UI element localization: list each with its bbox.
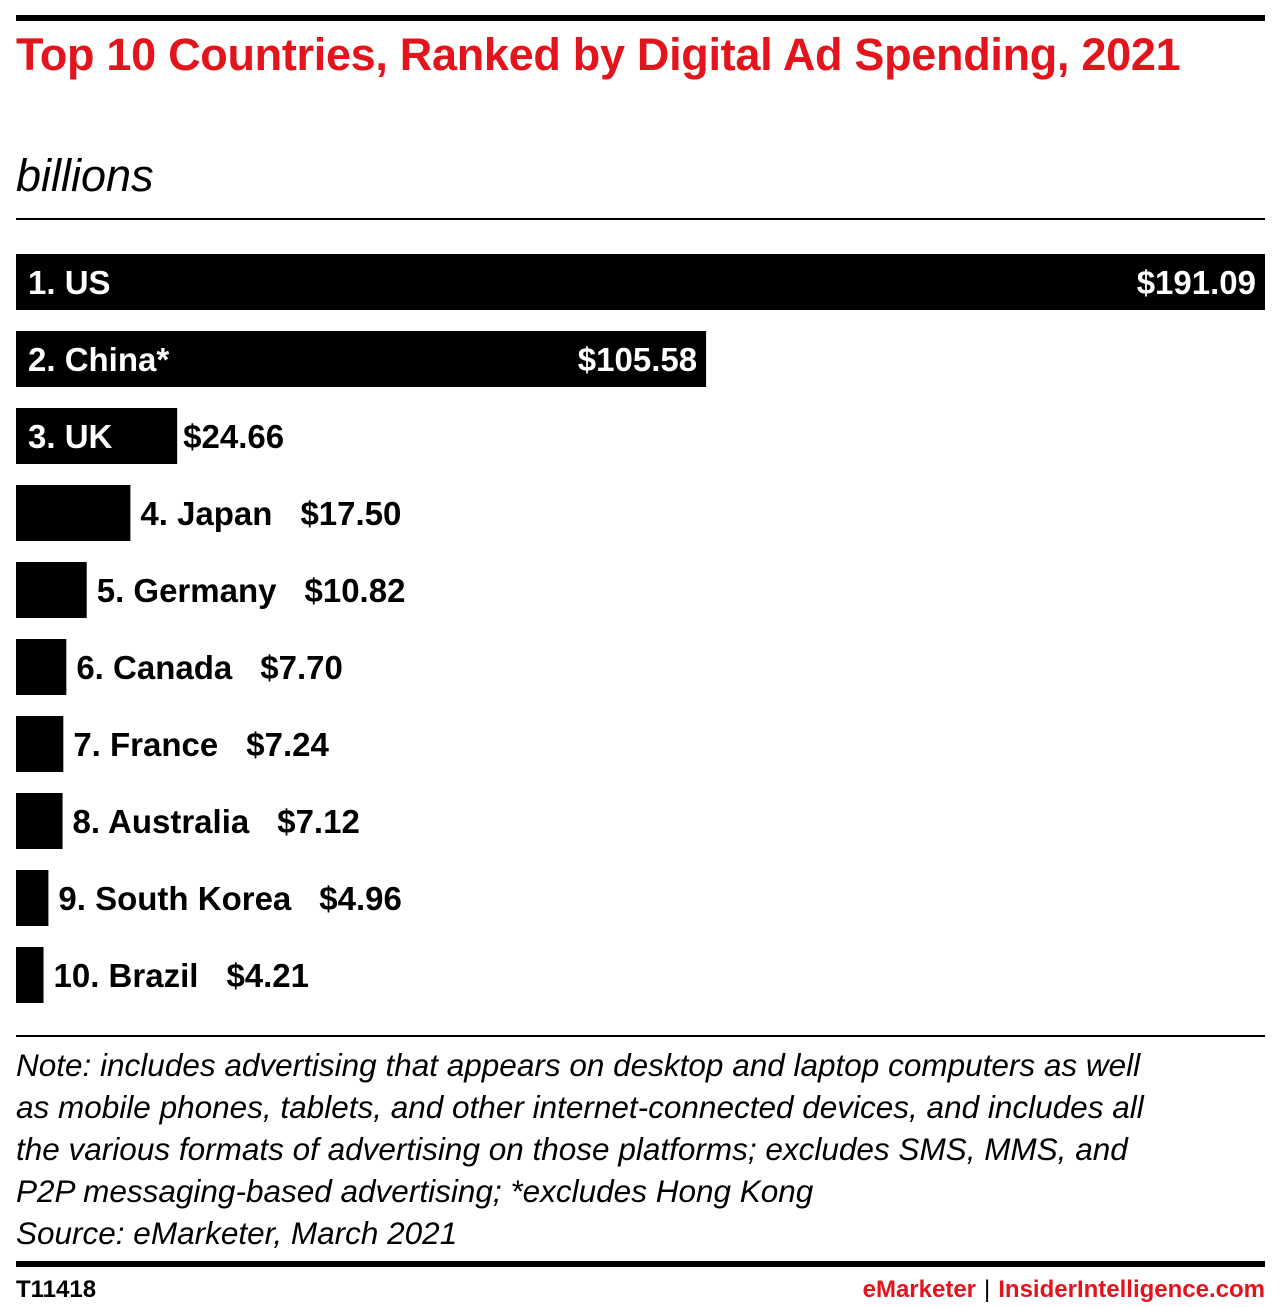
chart-subtitle: billions [16,150,154,201]
note-line: P2P messaging-based advertising; *exclud… [16,1173,814,1209]
bar [16,485,131,541]
value-label: $7.12 [277,803,360,840]
bar [16,331,707,387]
note-line: Note: includes advertising that appears … [16,1047,1141,1083]
bar [16,562,87,618]
note-line: the various formats of advertising on th… [16,1131,1128,1167]
category-label: 5. Germany [97,572,277,609]
chart-title: Top 10 Countries, Ranked by Digital Ad S… [16,29,1181,80]
chart-id: T11418 [16,1276,97,1303]
header-divider [16,218,1265,220]
value-label: $7.24 [246,726,329,763]
value-label: $191.09 [1137,264,1256,301]
bar [16,639,67,695]
category-label: 10. Brazil [54,957,199,994]
emarketer-brand: eMarketer [862,1276,977,1303]
bar [16,254,1265,310]
bar [16,408,178,464]
bar-chart: 1. US $191.09 2. China* $105.58 3. UK $24.66 4… [16,254,1265,1003]
value-label: $17.50 [300,495,401,532]
chart-note: Note: includes advertising that appears … [16,1044,1266,1254]
value-label: $7.70 [260,649,343,686]
category-label: 3. UK [28,418,113,455]
value-label: $4.96 [319,880,402,917]
value-label: $105.58 [578,341,697,378]
note-line: as mobile phones, tablets, and other int… [16,1089,1144,1125]
bottom-rule [16,1261,1265,1267]
category-label: 6. Canada [76,649,233,686]
value-label: $4.21 [226,957,309,994]
insiderintelligence-brand: InsiderIntelligence.com [998,1276,1265,1303]
category-label: 2. China* [28,341,169,378]
bar [16,947,44,1003]
bar [16,793,63,849]
brand-separator: | [984,1276,991,1303]
category-label: 7. France [73,726,218,763]
top-rule [16,15,1265,21]
note-divider [16,1035,1265,1037]
bar [16,716,64,772]
value-label: $24.66 [183,418,284,455]
brand-credit: eMarketer | InsiderIntelligence.com [863,1276,1265,1304]
category-label: 9. South Korea [58,880,292,917]
category-label: 1. US [28,264,111,301]
category-label: 4. Japan [140,495,272,532]
category-label: 8. Australia [73,803,250,840]
value-label: $10.82 [304,572,405,609]
source-line: Source: eMarketer, March 2021 [16,1215,458,1251]
bar [16,870,49,926]
